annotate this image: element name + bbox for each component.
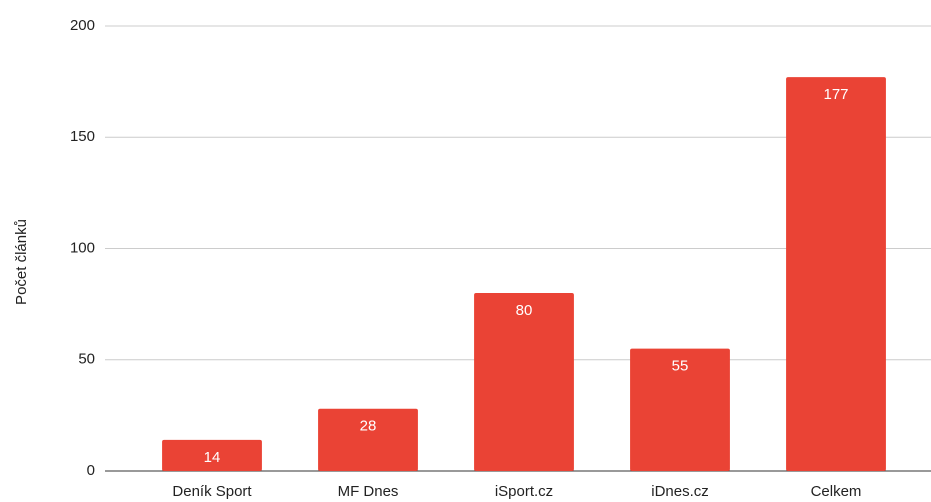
y-tick-label: 100: [70, 239, 95, 256]
data-label: 55: [672, 358, 689, 375]
x-tick-label: MF Dnes: [338, 483, 399, 500]
y-tick-label: 0: [87, 462, 95, 479]
x-tick-label: iSport.cz: [495, 483, 553, 500]
x-tick-label: Deník Sport: [172, 483, 252, 500]
data-label: 28: [360, 418, 377, 435]
bar: [318, 408, 418, 471]
bar: [786, 77, 886, 472]
y-tick-label: 150: [70, 128, 95, 145]
y-tick-label: 200: [70, 17, 95, 34]
data-label: 14: [204, 449, 221, 466]
bar: [162, 439, 262, 471]
x-tick-label: iDnes.cz: [651, 483, 709, 500]
data-label: 177: [823, 86, 848, 103]
bar: [630, 348, 730, 471]
y-tick-label: 50: [78, 351, 95, 368]
x-tick-label: Celkem: [811, 483, 862, 500]
y-axis-label: Počet článků: [13, 219, 30, 305]
data-label: 80: [516, 302, 533, 319]
bar: [474, 293, 574, 471]
